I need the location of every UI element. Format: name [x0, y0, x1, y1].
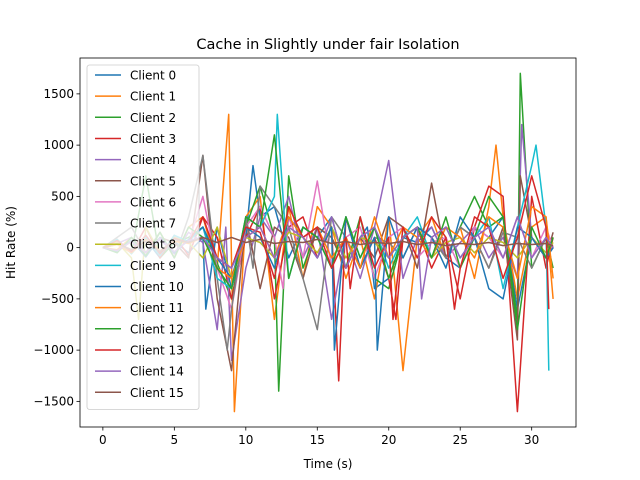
legend-entry: Client 2: [130, 111, 176, 125]
y-tick-label: 1500: [43, 87, 74, 101]
x-tick-label: 10: [238, 433, 253, 447]
legend-entry: Client 9: [130, 259, 176, 273]
x-tick-label: 25: [453, 433, 468, 447]
y-tick-label: −1500: [33, 394, 74, 408]
x-tick-label: 5: [171, 433, 179, 447]
y-tick-label: −500: [41, 292, 74, 306]
legend-entry: Client 6: [130, 195, 176, 209]
x-tick-label: 30: [524, 433, 539, 447]
x-tick-label: 0: [99, 433, 107, 447]
legend-entry: Client 12: [130, 322, 184, 336]
legend-entry: Client 1: [130, 90, 176, 104]
plot-frame: [79, 57, 577, 428]
y-tick-label: −1000: [33, 343, 74, 357]
y-tick-label: 0: [66, 241, 74, 255]
legend-entry: Client 8: [130, 238, 176, 252]
x-axis: 0 5 10 15 20 25 30: [99, 427, 539, 447]
legend-entry: Client 5: [130, 174, 176, 188]
y-axis: −1500 −1000 −500 0 500 1000 1500: [33, 87, 80, 408]
legend-entry: Client 4: [130, 153, 176, 167]
legend-entry: Client 3: [130, 132, 176, 146]
y-axis-label: Hit Rate (%): [4, 206, 18, 279]
legend-entry: Client 7: [130, 217, 176, 231]
legend-entry: Client 15: [130, 386, 184, 400]
x-tick-label: 20: [381, 433, 396, 447]
x-tick-label: 15: [310, 433, 325, 447]
y-tick-label: 1000: [43, 138, 74, 152]
legend-entry: Client 13: [130, 343, 184, 357]
legend-entry: Client 11: [130, 301, 184, 315]
y-tick-label: 500: [51, 189, 74, 203]
legend: Client 0 Client 1 Client 2 Client 3 Client 4…: [86, 64, 200, 410]
legend-entry: Client 0: [130, 69, 176, 83]
legend-entry: Client 10: [130, 280, 184, 294]
chart-title: Cache in Slightly under fair Isolation: [196, 37, 459, 53]
x-axis-label: Time (s): [303, 457, 353, 471]
legend-entry: Client 14: [130, 365, 184, 379]
legend-box: [86, 64, 200, 410]
